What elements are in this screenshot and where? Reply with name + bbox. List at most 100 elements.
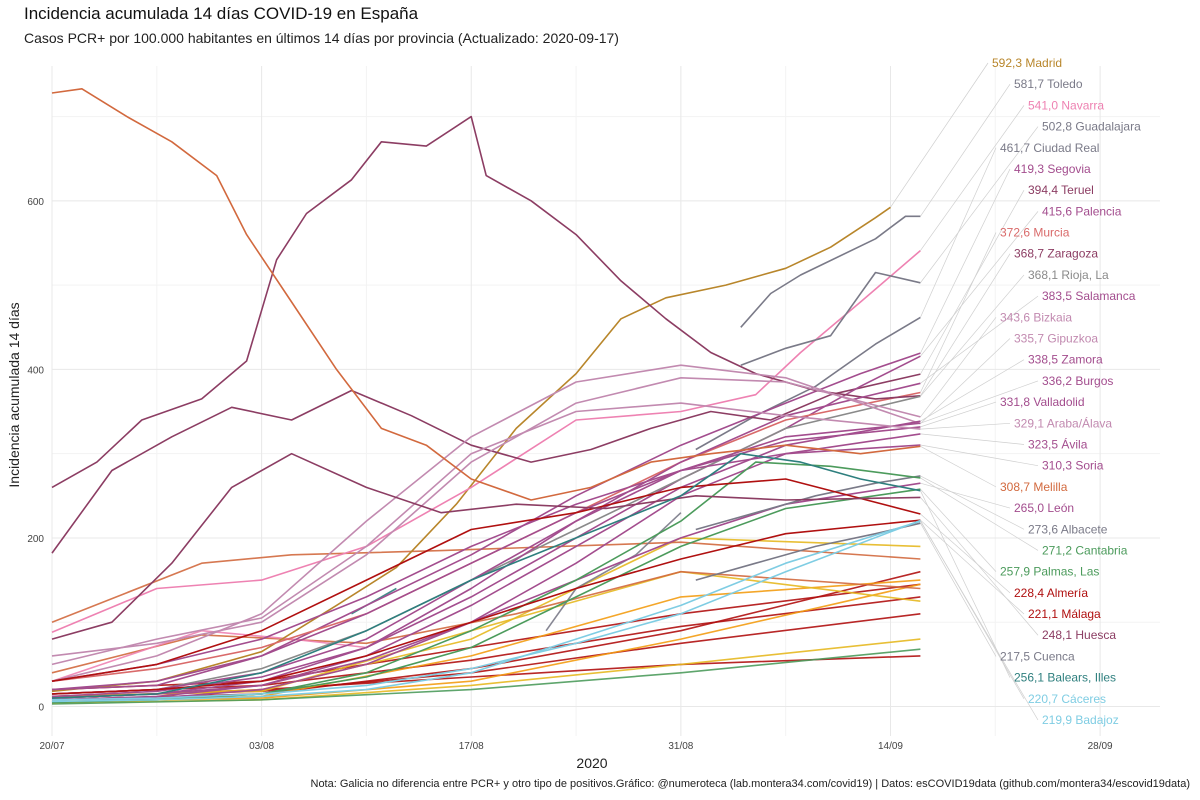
series-label: 372,6 Murcia (1000, 226, 1070, 240)
series-label: 335,7 Gipuzkoa (1014, 332, 1098, 346)
series-line-ciudad-real (695, 316, 921, 451)
leader-line (920, 433, 1025, 445)
series-line-unlabeled (51, 570, 921, 701)
series-line-balears-illes (51, 452, 921, 699)
series-label: 336,2 Burgos (1042, 374, 1113, 388)
x-tick-label: 14/09 (878, 741, 903, 752)
x-axis-title: 2020 (576, 755, 607, 771)
series-label: 592,3 Madrid (992, 56, 1062, 70)
series-line-soria (51, 444, 921, 682)
series-line-unlabeled (51, 648, 921, 705)
series-line-guadalajara (740, 271, 921, 366)
leader-line (920, 211, 1039, 357)
series-line-gipuzkoa (51, 364, 921, 682)
series-line-madrid (51, 206, 891, 693)
leader-line (920, 401, 997, 428)
series-label: 394,4 Teruel (1028, 183, 1094, 197)
leader-line (920, 521, 1039, 721)
leader-line (920, 147, 997, 318)
leader-line (920, 105, 1025, 251)
y-tick-label: 0 (38, 703, 44, 714)
leader-line (920, 422, 1011, 430)
leader-line (920, 475, 1025, 530)
series-label: 217,5 Cuenca (1000, 649, 1075, 663)
leader-line (920, 126, 1039, 283)
leader-line (920, 274, 1025, 397)
y-tick-label: 200 (27, 534, 44, 545)
series-label: 338,5 Zamora (1028, 353, 1103, 367)
series-line-salamanca (51, 382, 921, 699)
chart-subtitle: Casos PCR+ por 100.000 habitantes en últ… (24, 30, 619, 46)
leader-line (920, 513, 1011, 594)
series-label: 273,6 Albacete (1028, 522, 1108, 536)
series-line-unlabeled (51, 570, 921, 674)
series-label: 310,3 Soria (1042, 459, 1104, 473)
series-line-c-ceres (51, 519, 921, 701)
series-label: 323,5 Ávila (1028, 436, 1088, 451)
series-line-unlabeled (545, 512, 682, 632)
series-line-zaragoza (51, 115, 921, 489)
series-label: 343,6 Bizkaia (1000, 310, 1072, 324)
leader-line (920, 490, 1011, 678)
series-line-bizkaia (51, 376, 921, 657)
series-label: 271,2 Cantabria (1042, 543, 1128, 557)
series-line-huesca (51, 452, 921, 640)
x-tick-label: 31/08 (668, 741, 693, 752)
leader-line (920, 523, 997, 657)
series-label: 541,0 Navarra (1028, 98, 1104, 112)
series-label: 368,1 Rioja, La (1028, 268, 1109, 282)
series-line-unlabeled (51, 596, 921, 695)
series-line-toledo (740, 215, 921, 328)
series-label: 502,8 Guadalajara (1042, 120, 1141, 134)
series-label: 265,0 León (1014, 501, 1074, 515)
series-label: 419,3 Segovia (1014, 162, 1091, 176)
series-label: 256,1 Balears, Illes (1014, 671, 1116, 685)
leader-line-layer (890, 62, 1039, 721)
series-label: 461,7 Ciudad Real (1000, 141, 1099, 155)
series-label: 368,7 Zaragoza (1014, 247, 1098, 261)
axis-layer: 0 200 400 600 20/07 03/08 17/08 31/08 14/09 28/09 (27, 197, 1113, 752)
leader-line (920, 477, 1039, 551)
series-label: 331,8 Valladolid (1000, 395, 1085, 409)
x-tick-label: 20/07 (39, 741, 64, 752)
y-tick-label: 400 (27, 365, 44, 376)
chart-caption: Nota: Galicia no diferencia entre PCR+ y… (310, 778, 1191, 790)
x-tick-label: 17/08 (459, 741, 484, 752)
leader-line (920, 444, 1039, 467)
series-line-melilla (51, 88, 921, 501)
series-label: 220,7 Cáceres (1028, 692, 1106, 706)
series-line-badajoz (51, 520, 921, 703)
series-line-navarra (51, 249, 921, 634)
series-line-teruel (51, 373, 921, 554)
leader-line (920, 359, 1025, 422)
series-label: 257,9 Palmas, Las (1000, 565, 1099, 579)
series-label-layer: 592,3 Madrid 581,7 Toledo 541,0 Navarra 502… (992, 56, 1141, 727)
y-axis-title: Incidencia acumulada 14 días (6, 302, 22, 487)
series-label: 581,7 Toledo (1014, 77, 1083, 91)
chart-title: Incidencia acumulada 14 días COVID-19 en… (24, 4, 419, 23)
series-layer (51, 88, 921, 704)
leader-line (920, 497, 1039, 636)
x-tick-label: 28/09 (1088, 741, 1113, 752)
series-line-palmas-las (51, 488, 921, 704)
series-line-valladolid (51, 426, 921, 691)
leader-line (920, 380, 1039, 424)
series-line-albacete (695, 475, 921, 531)
leader-line (920, 83, 1011, 217)
series-line-araba-lava (51, 402, 921, 666)
y-tick-label: 600 (27, 197, 44, 208)
grid-layer (51, 66, 1160, 736)
series-line-unlabeled (51, 541, 921, 623)
leader-line (890, 62, 989, 208)
series-label: 221,1 Málaga (1028, 607, 1101, 621)
leader-line (920, 168, 1011, 354)
series-label: 383,5 Salamanca (1042, 289, 1136, 303)
series-label: 228,4 Almería (1014, 586, 1088, 600)
leader-line (920, 446, 997, 488)
leader-line (920, 317, 997, 418)
series-label: 219,9 Badajoz (1042, 713, 1119, 727)
x-tick-label: 03/08 (249, 741, 274, 752)
series-line-almer-a (51, 478, 921, 682)
series-label: 329,1 Araba/Álava (1014, 415, 1112, 430)
